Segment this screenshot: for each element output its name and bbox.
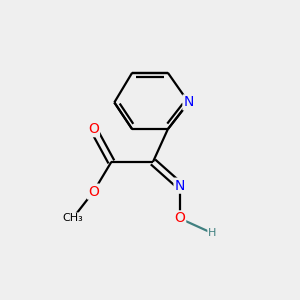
- Text: O: O: [88, 122, 99, 136]
- Text: N: N: [175, 179, 185, 193]
- Text: CH₃: CH₃: [62, 213, 83, 224]
- Text: N: N: [184, 95, 194, 110]
- Text: H: H: [208, 228, 217, 238]
- Text: O: O: [88, 184, 99, 199]
- Text: O: O: [174, 212, 185, 225]
